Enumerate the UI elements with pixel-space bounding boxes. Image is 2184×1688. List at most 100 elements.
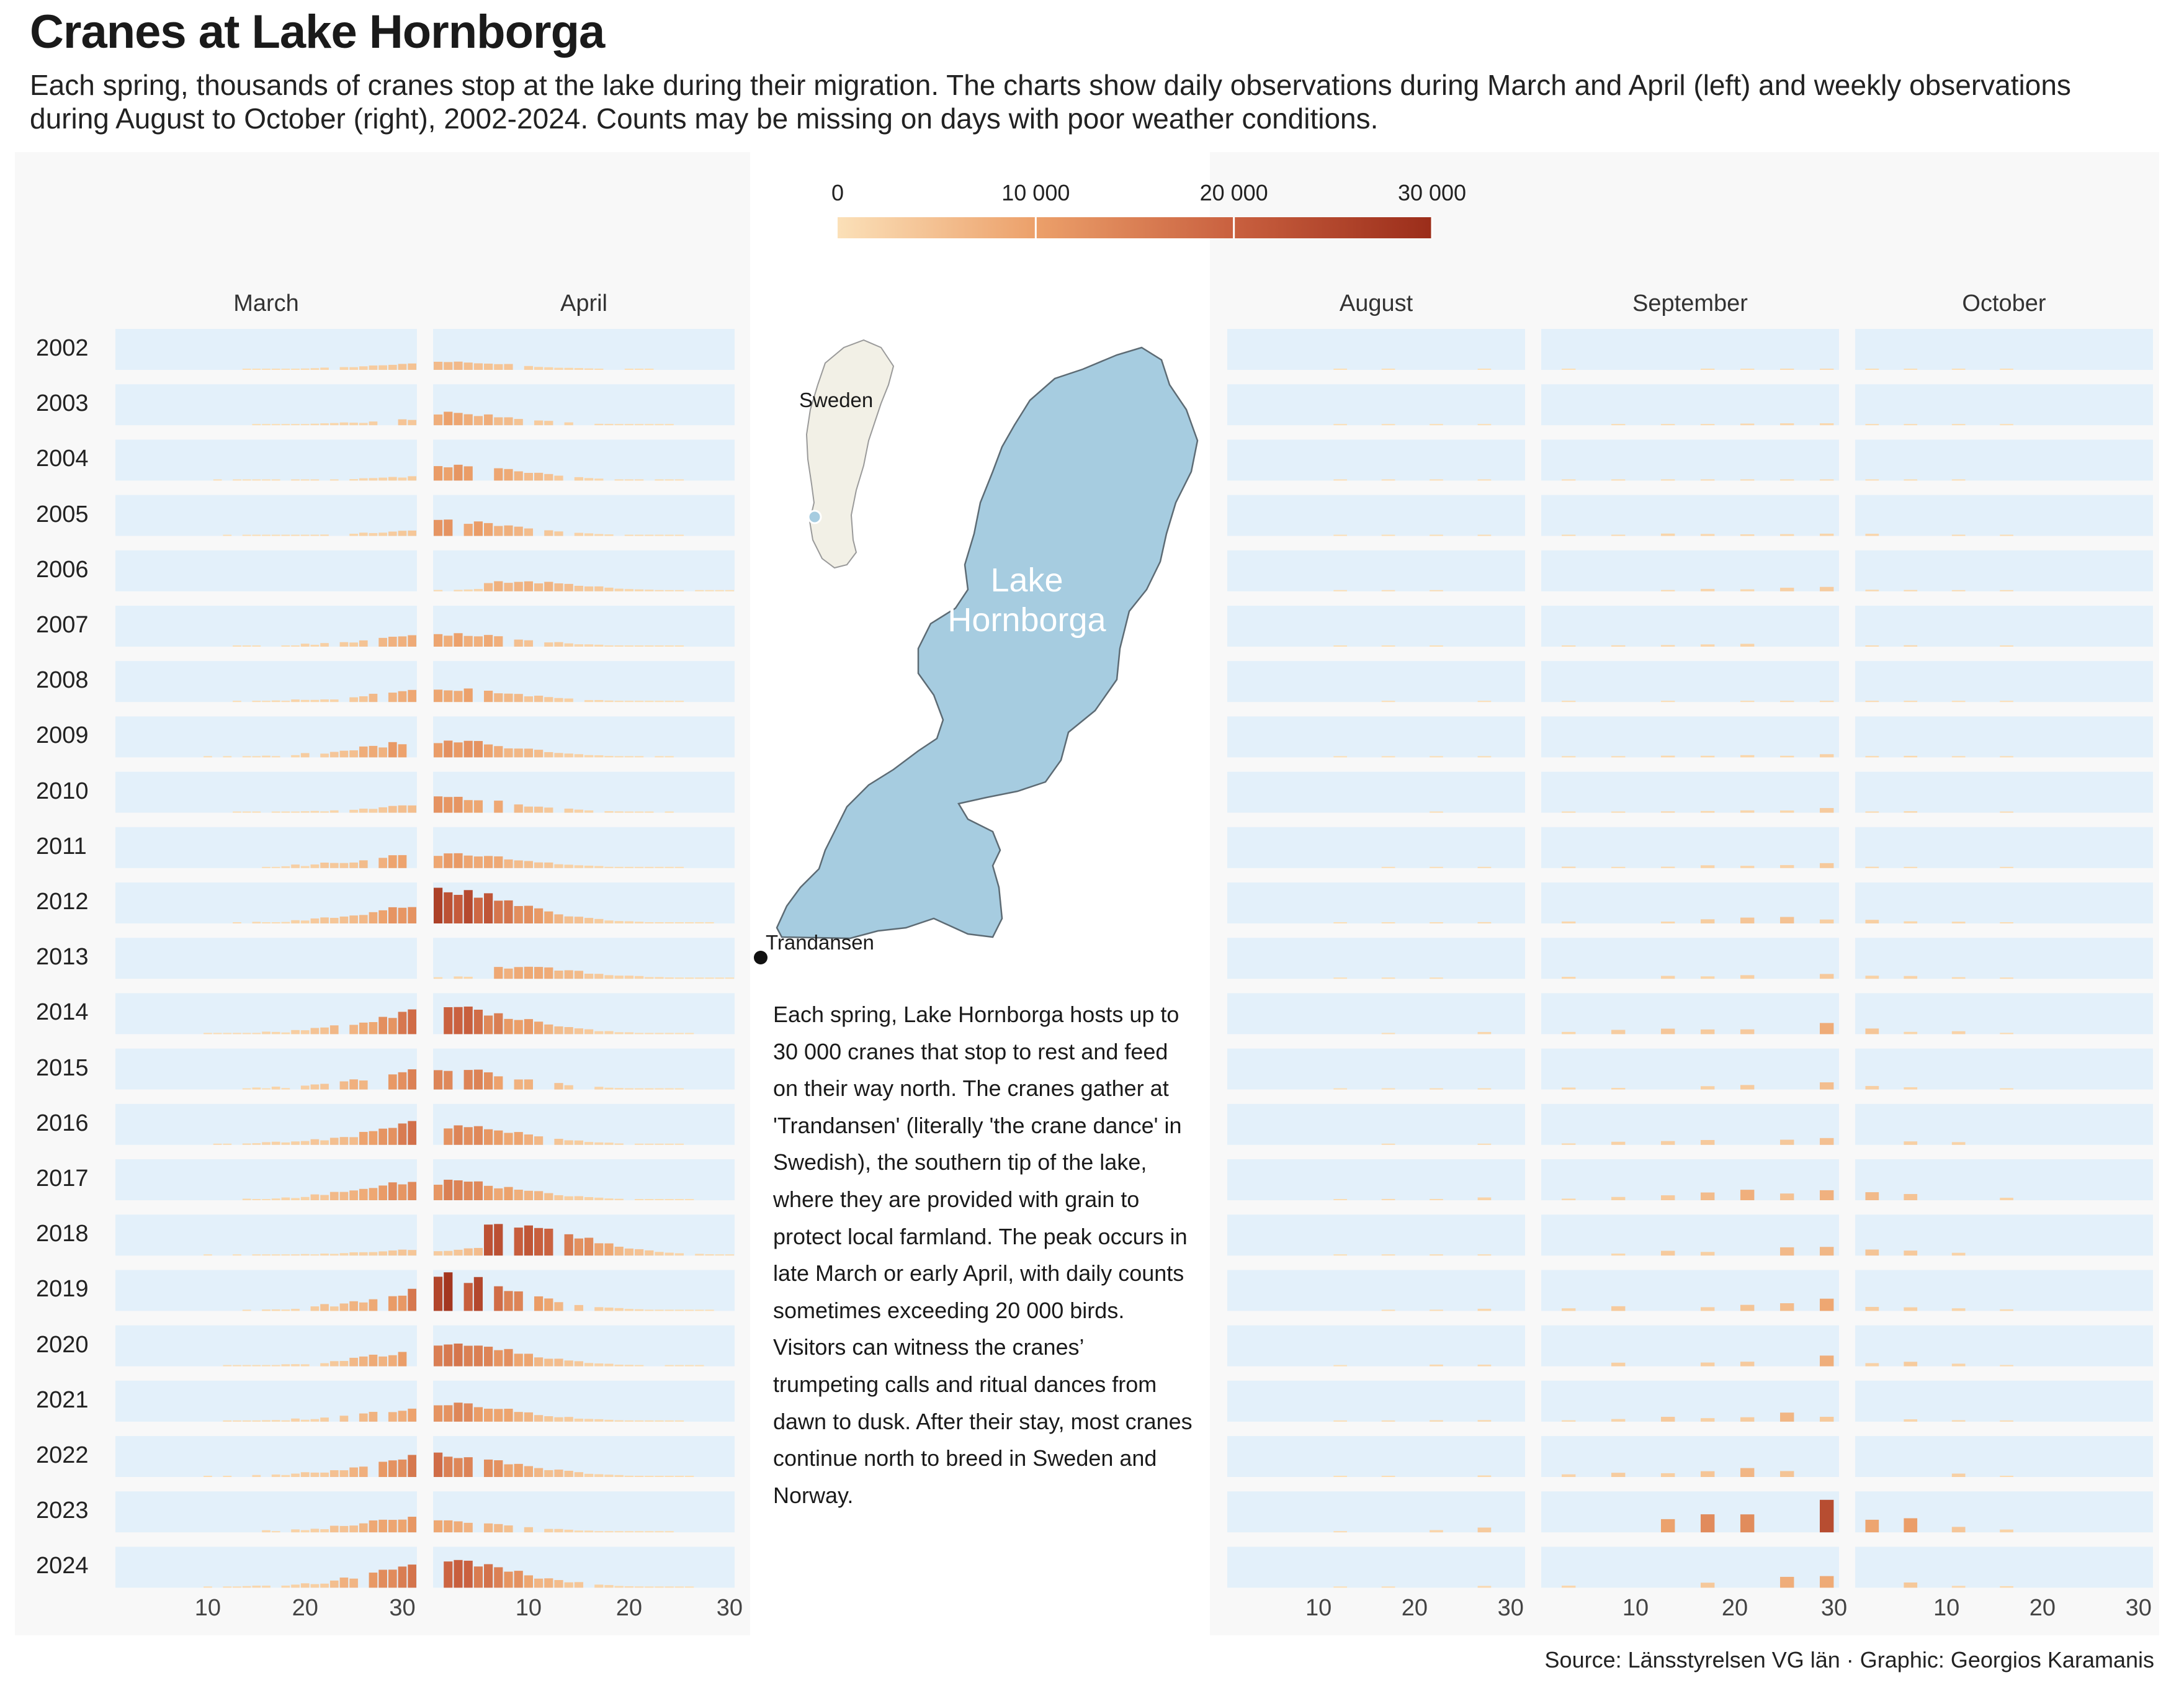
- panel-september-2009: [1541, 716, 1839, 758]
- bar-april-2022-9: [514, 1463, 523, 1477]
- bar-april-2012-12: [544, 911, 553, 923]
- bar-april-2006-11: [534, 583, 544, 591]
- bar-march-2018-29: [388, 1250, 397, 1256]
- bar-march-2020-28: [378, 1356, 387, 1367]
- bar-march-2011-20: [300, 866, 310, 868]
- site-label: Trandansen: [766, 931, 874, 954]
- bar-april-2015-22: [645, 1088, 654, 1090]
- bar-march-2005-29: [388, 531, 397, 536]
- bar-april-2009-13: [554, 753, 563, 758]
- bar-april-2013-11: [534, 967, 544, 979]
- bar-april-2014-11: [534, 1021, 544, 1035]
- bar-april-2011-22: [645, 866, 654, 868]
- bar-april-2004-9: [514, 471, 523, 481]
- bar-march-2005-26: [359, 532, 368, 536]
- bar-september-2012-25: [1780, 917, 1794, 923]
- source-credit: Source: Länsstyrelsen VG län · Graphic: …: [1544, 1647, 2154, 1672]
- bar-march-2011-28: [378, 858, 387, 868]
- bar-august-2005-12: [1333, 534, 1347, 536]
- bar-march-2020-27: [369, 1354, 378, 1367]
- bar-march-2015-22: [320, 1084, 329, 1090]
- bar-april-2006-15: [574, 585, 583, 591]
- panel-september-2014: [1541, 993, 1839, 1035]
- panel-april-2003: [433, 384, 735, 426]
- bar-september-2019-21: [1740, 1304, 1755, 1311]
- bar-april-2019-4: [463, 1283, 473, 1311]
- bar-april-2015-17: [594, 1087, 604, 1090]
- bar-april-2007-14: [564, 643, 573, 647]
- bar-september-2006-17: [1701, 588, 1715, 591]
- bar-april-2015-5: [473, 1069, 483, 1090]
- year-label-2023: 2023: [36, 1497, 89, 1524]
- bar-october-2021-16: [2000, 1420, 2013, 1422]
- x-tick-label: 30: [716, 1595, 743, 1621]
- bar-april-2019-7: [494, 1286, 503, 1311]
- bar-april-2016-4: [463, 1127, 473, 1145]
- bar-april-2013-28: [705, 977, 714, 979]
- bar-march-2024-13: [233, 1586, 241, 1588]
- bar-april-2023-24: [665, 1531, 674, 1533]
- bar-march-2020-18: [281, 1364, 290, 1367]
- bar-april-2006-17: [594, 586, 604, 591]
- bar-september-2010-17: [1701, 810, 1715, 813]
- bar-september-2006-21: [1740, 589, 1755, 591]
- panel-march-2008: [115, 661, 417, 703]
- bar-april-2011-2: [444, 853, 453, 868]
- bar-april-2024-19: [614, 1586, 624, 1588]
- bar-october-2020-16: [2000, 1365, 2013, 1367]
- bar-march-2020-24: [339, 1361, 349, 1367]
- bar-september-2021-8: [1611, 1419, 1626, 1422]
- bar-april-2021-4: [463, 1403, 473, 1422]
- panel-september-2013: [1541, 938, 1839, 979]
- bar-march-2021-17: [271, 1420, 280, 1422]
- panel-august-2021: [1227, 1380, 1525, 1422]
- bar-march-2020-30: [398, 1352, 407, 1367]
- bar-april-2007-16: [584, 644, 594, 647]
- bar-august-2023-27: [1477, 1527, 1492, 1533]
- panel-september-2018: [1541, 1214, 1839, 1256]
- x-tick-label: 20: [615, 1595, 643, 1621]
- panel-october-2019: [1855, 1270, 2153, 1311]
- bar-april-2014-7: [494, 1013, 503, 1035]
- bar-april-2024-22: [645, 1586, 654, 1588]
- bar-march-2016-18: [281, 1142, 290, 1145]
- month-label-april: April: [560, 290, 608, 316]
- bar-september-2009-17: [1701, 755, 1715, 758]
- bar-march-2003-30: [398, 419, 407, 426]
- bar-april-2014-16: [584, 1029, 594, 1035]
- bar-april-2024-17: [594, 1584, 604, 1588]
- bar-april-2008-13: [554, 698, 563, 703]
- bar-april-2024-25: [674, 1586, 684, 1588]
- bar-april-2010-4: [463, 800, 473, 813]
- bar-april-2018-16: [584, 1237, 594, 1256]
- year-label-2014: 2014: [36, 999, 89, 1026]
- bar-march-2014-22: [320, 1027, 329, 1035]
- bar-august-2024-27: [1477, 1586, 1492, 1588]
- bar-april-2021-24: [665, 1420, 674, 1422]
- bar-april-2010-1: [434, 796, 443, 813]
- bar-march-2015-25: [349, 1079, 358, 1090]
- bar-march-2024-20: [300, 1583, 310, 1588]
- bar-march-2002-19: [291, 369, 300, 370]
- bar-april-2002-4: [463, 362, 473, 370]
- bar-october-2019-11: [1951, 1308, 1966, 1311]
- bar-april-2022-10: [524, 1466, 533, 1477]
- bar-april-2024-26: [685, 1586, 694, 1588]
- bar-april-2006-29: [715, 590, 724, 591]
- bar-april-2005-5: [473, 521, 483, 536]
- bar-october-2017-2: [1865, 1192, 1879, 1200]
- lake-label-line1: Lake: [990, 562, 1063, 599]
- trandansen-marker: [754, 951, 768, 964]
- panel-april-2016: [433, 1103, 735, 1145]
- bar-march-2002-28: [378, 365, 387, 370]
- bar-april-2002-1: [434, 361, 443, 370]
- bar-september-2022-21: [1740, 1468, 1755, 1477]
- bar-april-2015-25: [674, 1088, 684, 1090]
- bar-april-2008-18: [604, 700, 614, 703]
- bar-march-2014-17: [271, 1031, 280, 1035]
- bar-october-2008-2: [1865, 701, 1879, 703]
- bar-september-2003-17: [1701, 424, 1715, 426]
- bar-october-2023-6: [1904, 1518, 1918, 1533]
- bar-march-2005-21: [310, 534, 320, 536]
- bar-march-2021-26: [359, 1413, 368, 1422]
